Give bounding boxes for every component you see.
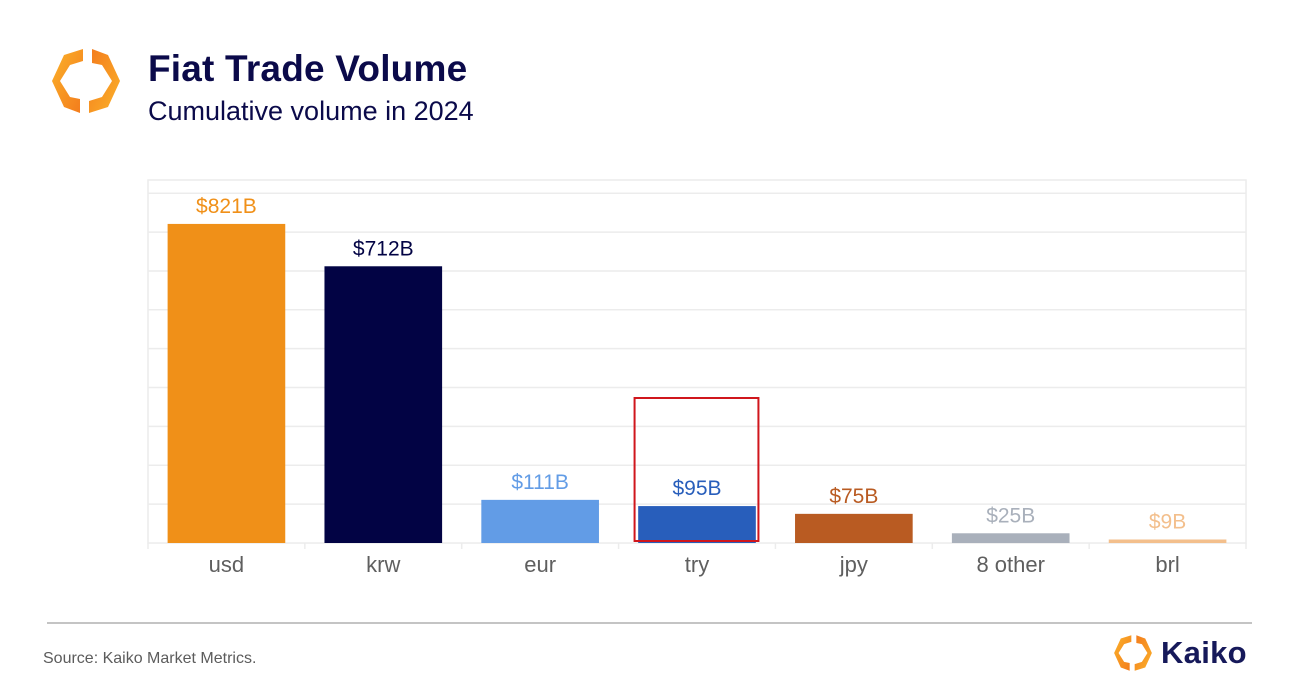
brand-name: Kaiko: [1161, 635, 1247, 670]
bar-usd: [167, 223, 286, 544]
bar-krw: [324, 266, 443, 543]
x-tick-label: brl: [1155, 552, 1179, 577]
bar-layer: [167, 223, 1227, 544]
x-tick-layer: usd krw eur try jpy 8 other brl: [209, 552, 1180, 577]
bar-jpy: [795, 513, 913, 543]
x-tick-label: eur: [524, 552, 556, 577]
data-label: $111B: [511, 471, 569, 494]
x-tick-label: try: [685, 552, 709, 577]
highlight-layer: [633, 397, 760, 542]
data-label: $25B: [986, 504, 1035, 527]
kaiko-brand-icon: [1114, 635, 1152, 671]
chart-title: Fiat Trade Volume: [148, 48, 468, 89]
data-label: $821B: [196, 195, 257, 218]
source-note: Source: Kaiko Market Metrics.: [43, 650, 257, 667]
data-label: $95B: [672, 477, 721, 500]
data-label: $712B: [353, 237, 414, 260]
bar-chart: $821B $712B $111B $95B $75B $25B $9B usd krw eur…: [147, 179, 1247, 577]
kaiko-logo-icon: [50, 47, 122, 115]
bar-eur: [481, 499, 599, 543]
x-tick-label: usd: [209, 552, 244, 577]
footer-divider: [47, 622, 1252, 624]
brand-logo: Kaiko: [1113, 633, 1247, 673]
x-tick-label: jpy: [839, 552, 868, 577]
chart-subtitle: Cumulative volume in 2024: [148, 96, 474, 126]
x-tick-label: krw: [366, 552, 400, 577]
data-label-layer: $821B $712B $111B $95B $75B $25B $9B: [196, 195, 1186, 534]
bar-try: [638, 506, 756, 543]
bar-8-other: [951, 533, 1070, 543]
bar-brl: [1108, 539, 1227, 543]
data-label: $75B: [829, 485, 878, 508]
x-tick-label: 8 other: [976, 552, 1045, 577]
data-label: $9B: [1149, 511, 1186, 534]
highlight-box: [633, 397, 760, 542]
